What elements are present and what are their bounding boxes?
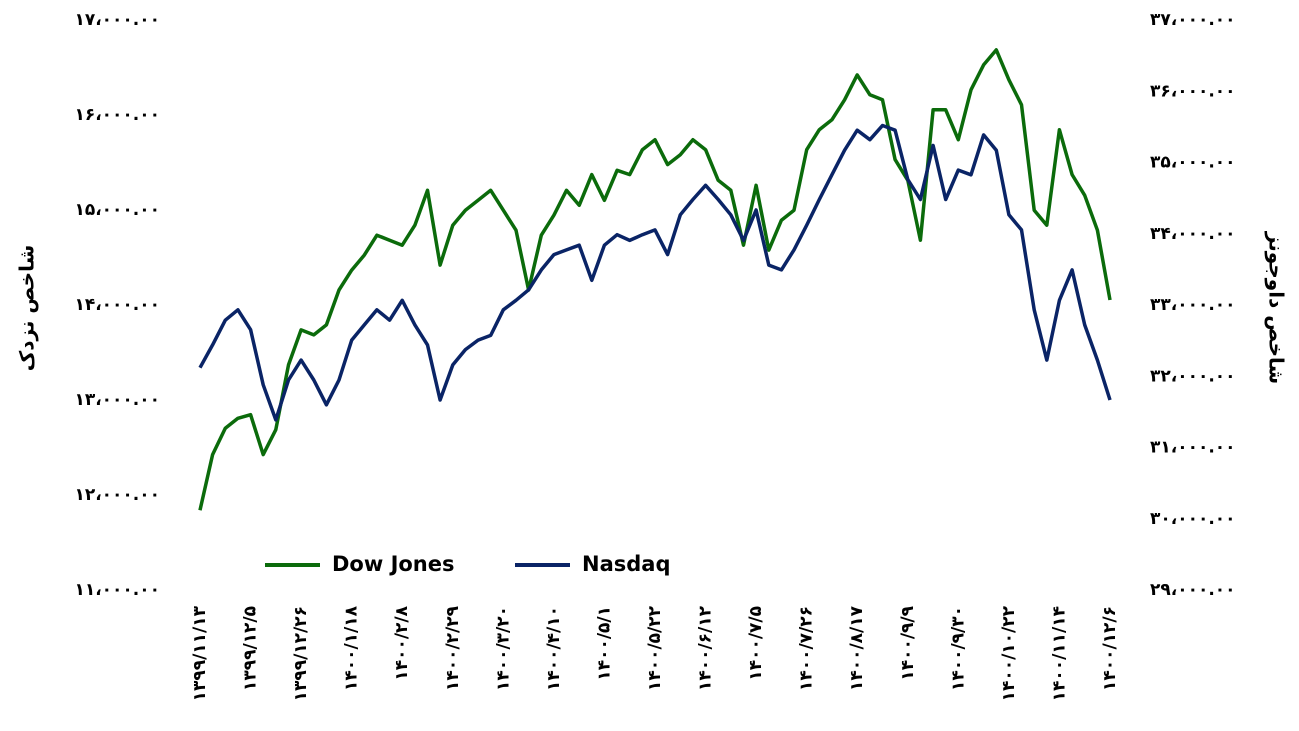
x-tick-label: ۱۴۰۰/۲/۲۹ <box>443 605 463 691</box>
x-tick-label: ۱۴۰۰/۵/۱ <box>594 606 614 681</box>
x-tick-label: ۱۴۰۰/۱۰/۲۲ <box>999 605 1019 701</box>
x-tick-label: ۱۳۹۹/۱۲/۲۶ <box>291 606 311 701</box>
y2-tick-label: ۳۶،۰۰۰.۰۰ <box>1150 81 1236 101</box>
line-series <box>198 48 1112 511</box>
x-tick-label: ۱۳۹۹/۱۲/۵ <box>241 606 261 691</box>
y2-tick-label: ۳۰،۰۰۰.۰۰ <box>1150 509 1236 529</box>
y2-tick-label: ۳۱،۰۰۰.۰۰ <box>1150 438 1236 458</box>
y2-axis-title: شاخص داوجونز <box>1265 231 1289 384</box>
x-tick-label: ۱۴۰۰/۹/۹ <box>898 605 918 680</box>
x-tick-label: ۱۴۰۰/۷/۲۶ <box>797 606 817 691</box>
y2-tick-label: ۳۳،۰۰۰.۰۰ <box>1150 295 1236 315</box>
y2-tick-label: ۳۷،۰۰۰.۰۰ <box>1150 10 1236 30</box>
legend-label: Nasdaq <box>582 552 670 576</box>
x-tick-label: ۱۴۰۰/۷/۵ <box>746 606 766 681</box>
line-series <box>198 123 1112 422</box>
y-tick-label: ۱۷،۰۰۰.۰۰ <box>74 10 160 30</box>
x-tick-label: ۱۴۰۰/۱۱/۱۴ <box>1049 606 1069 701</box>
y-tick-label: ۱۵،۰۰۰.۰۰ <box>74 200 160 220</box>
y-tick-label: ۱۱،۰۰۰.۰۰ <box>74 580 160 600</box>
x-tick-label: ۱۴۰۰/۲/۸ <box>392 605 412 680</box>
y-tick-label: ۱۶،۰۰۰.۰۰ <box>74 105 160 125</box>
x-tick-label: ۱۴۰۰/۶/۱۲ <box>696 605 716 691</box>
y2-tick-label: ۳۲،۰۰۰.۰۰ <box>1150 366 1236 386</box>
x-tick-label: ۱۴۰۰/۴/۱۰ <box>544 606 564 691</box>
y-tick-label: ۱۲،۰۰۰.۰۰ <box>74 485 160 505</box>
x-tick-label: ۱۴۰۰/۹/۳۰ <box>948 606 968 691</box>
y2-tick-label: ۳۵،۰۰۰.۰۰ <box>1150 153 1236 173</box>
x-tick-label: ۱۴۰۰/۸/۱۷ <box>847 605 867 691</box>
y-axis-title: شاخص نزدک <box>15 245 39 372</box>
y2-tick-label: ۲۹،۰۰۰.۰۰ <box>1150 580 1236 600</box>
x-tick-label: ۱۴۰۰/۱۲/۶ <box>1100 606 1120 691</box>
y-tick-label: ۱۴،۰۰۰.۰۰ <box>74 295 160 315</box>
x-tick-label: ۱۴۰۰/۵/۲۲ <box>645 605 665 691</box>
y-tick-label: ۱۳،۰۰۰.۰۰ <box>74 390 160 410</box>
x-tick-label: ۱۳۹۹/۱۱/۱۳ <box>190 605 210 701</box>
legend-label: Dow Jones <box>332 552 455 576</box>
y2-tick-label: ۳۴،۰۰۰.۰۰ <box>1150 224 1236 244</box>
x-tick-label: ۱۴۰۰/۳/۲۰ <box>493 606 513 691</box>
x-tick-label: ۱۴۰۰/۱/۱۸ <box>342 605 362 691</box>
